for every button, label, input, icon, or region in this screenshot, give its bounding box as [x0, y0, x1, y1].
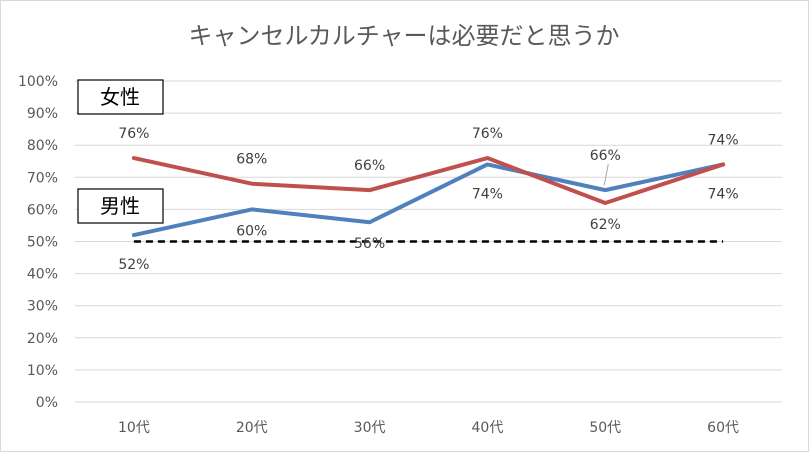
x-tick-label: 30代 [354, 420, 386, 436]
y-tick-label: 10% [27, 363, 58, 379]
series-line-male [131, 162, 726, 238]
y-tick-label: 90% [27, 106, 58, 122]
data-label-female: 68% [236, 152, 267, 168]
y-axis-tick-labels: 0% 10% 20% 30% 40% 50% 60% 70% 80% 90% 100% [18, 74, 58, 411]
series-line-female [131, 156, 726, 205]
x-tick-label: 60代 [707, 420, 739, 436]
y-tick-label: 20% [27, 331, 58, 347]
y-tick-label: 80% [27, 138, 58, 154]
data-label-male: 74% [472, 186, 503, 202]
x-tick-label: 10代 [118, 420, 150, 436]
legend-label: 男性 [100, 194, 140, 218]
legend-box [77, 188, 164, 224]
data-label-male: 52% [118, 257, 149, 273]
x-tick-label: 40代 [472, 420, 504, 436]
x-tick-label: 50代 [589, 420, 621, 436]
data-label-female: 76% [472, 126, 503, 142]
legend-box [77, 79, 164, 115]
data-labels: 76% 68% 66% 76% 62% 74% 52% 60% 56% 74% 66% 74% [118, 126, 738, 273]
y-tick-label: 70% [27, 170, 58, 186]
data-label-male: 56% [354, 236, 385, 252]
legend-label: 女性 [100, 85, 140, 109]
y-tick-label: 50% [27, 235, 58, 251]
series-lines [131, 156, 726, 238]
data-label-female: 76% [118, 126, 149, 142]
y-tick-label: 30% [27, 299, 58, 315]
data-label-male: 66% [590, 148, 621, 164]
data-label-female: 74% [708, 132, 739, 148]
data-label-male: 74% [708, 186, 739, 202]
y-tick-label: 60% [27, 202, 58, 218]
data-label-female: 66% [354, 158, 385, 174]
data-label-male: 60% [236, 223, 267, 239]
label-leader-line [603, 164, 609, 186]
data-label-female: 62% [590, 217, 621, 233]
y-tick-label: 0% [36, 395, 58, 411]
chart-title: キャンセルカルチャーは必要だと思うか [188, 22, 619, 50]
y-tick-label: 40% [27, 267, 58, 283]
x-tick-label: 20代 [236, 420, 268, 436]
x-axis-tick-labels: 10代 20代 30代 40代 50代 60代 [118, 420, 739, 436]
y-tick-label: 100% [18, 74, 58, 90]
